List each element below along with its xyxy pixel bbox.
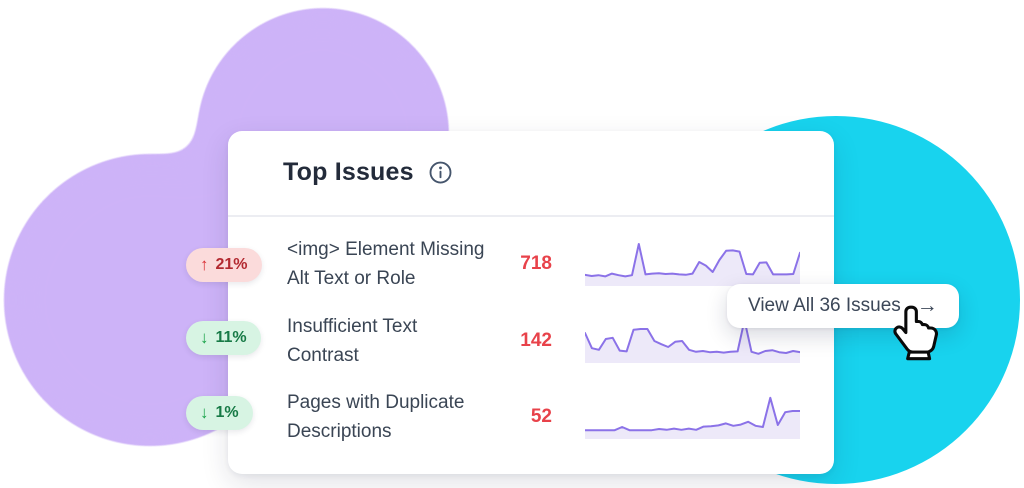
issue-title-line2: Contrast <box>287 345 359 366</box>
issue-title-line2: Descriptions <box>287 421 392 442</box>
issue-title: Insufficient Text Contrast <box>287 312 527 370</box>
view-all-label: View All 36 Issues <box>748 295 901 316</box>
issue-title-line2: Alt Text or Role <box>287 268 416 289</box>
trend-value: 11% <box>215 329 247 346</box>
issue-title-line1: Insufficient Text <box>287 316 418 337</box>
info-icon[interactable] <box>428 160 453 185</box>
issue-count: 142 <box>520 330 552 351</box>
issue-sparkline-chart <box>585 243 800 286</box>
issue-title: <img> Element Missing Alt Text or Role <box>287 235 527 293</box>
top-issues-card: Top Issues <img> Element Missing Alt Tex… <box>228 131 834 474</box>
issue-title: Pages with Duplicate Descriptions <box>287 388 527 446</box>
trend-value: 1% <box>215 404 239 421</box>
page-title: Top Issues <box>283 158 414 186</box>
trend-badge-decrease: ↓ 1% <box>186 396 253 430</box>
card-header: Top Issues <box>283 158 453 187</box>
issue-title-line1: <img> Element Missing <box>287 239 485 260</box>
hand-cursor-icon <box>893 305 939 361</box>
issue-sparkline-chart <box>585 319 800 363</box>
trend-badge-increase: ↑ 21% <box>186 248 262 282</box>
issue-row-img-alt[interactable]: <img> Element Missing Alt Text or Role 7… <box>228 235 834 293</box>
issue-row-duplicate-descriptions[interactable]: Pages with Duplicate Descriptions 52 <box>228 388 834 446</box>
trend-value: 21% <box>215 256 248 273</box>
arrow-right-icon: → <box>916 294 938 317</box>
issue-sparkline-chart <box>585 396 800 439</box>
issue-count: 52 <box>530 406 552 427</box>
issue-row-contrast[interactable]: Insufficient Text Contrast 142 <box>228 312 834 370</box>
trend-badge-decrease: ↓ 11% <box>186 321 261 355</box>
arrow-up-icon: ↑ <box>200 255 209 274</box>
arrow-down-icon: ↓ <box>200 403 209 422</box>
divider <box>228 215 834 217</box>
issue-count: 718 <box>520 253 552 274</box>
arrow-down-icon: ↓ <box>200 328 209 347</box>
issue-title-line1: Pages with Duplicate <box>287 392 465 413</box>
